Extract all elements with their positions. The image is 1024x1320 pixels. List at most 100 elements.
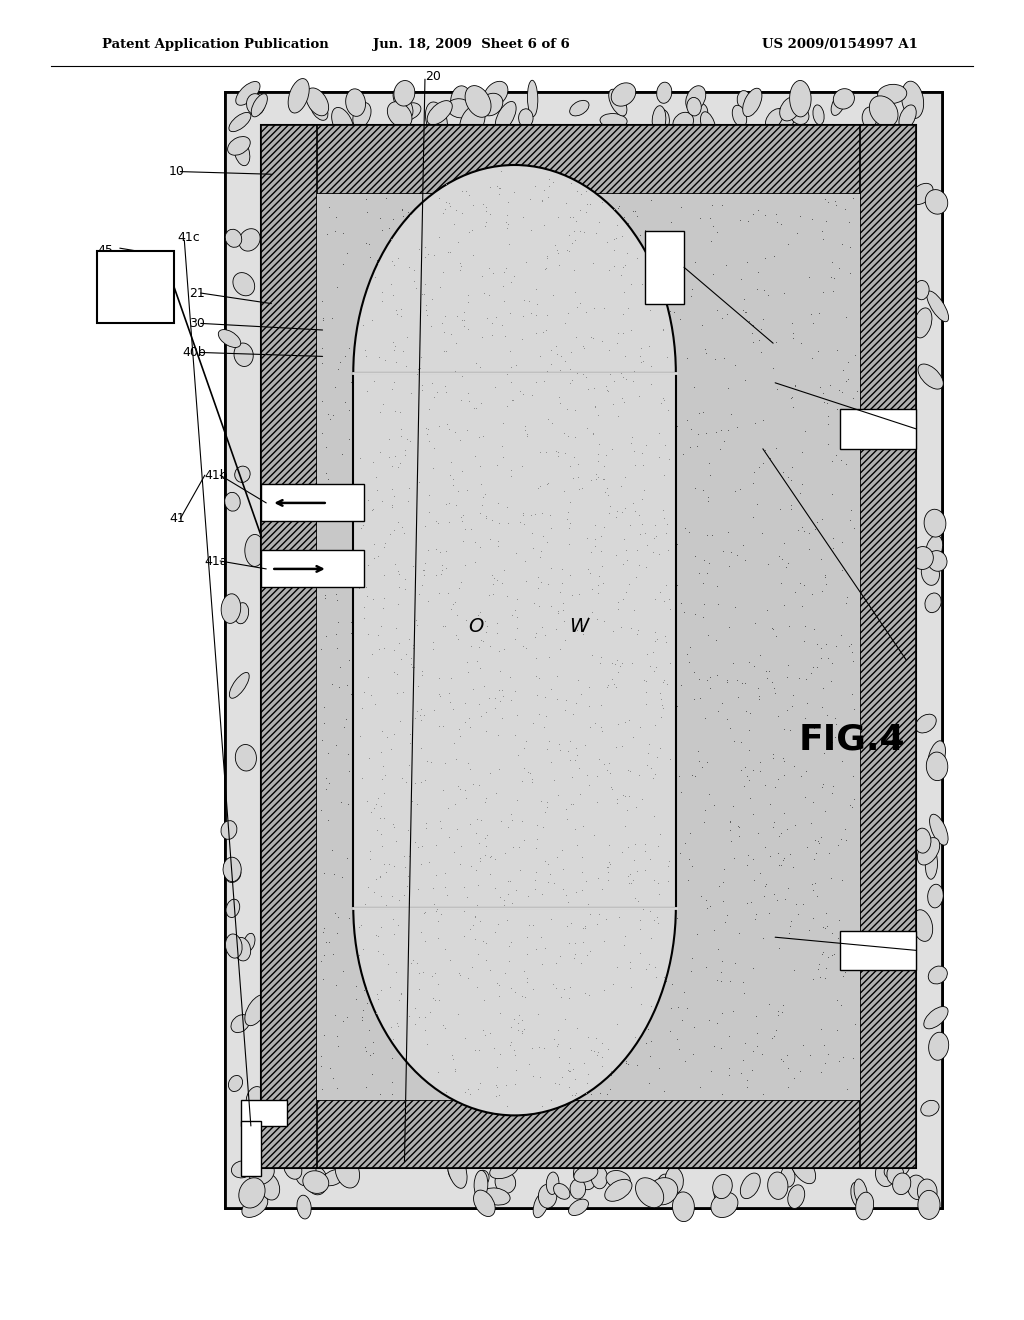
Ellipse shape xyxy=(918,1191,940,1220)
Ellipse shape xyxy=(740,1173,760,1199)
Ellipse shape xyxy=(927,752,948,780)
Bar xyxy=(317,194,860,1100)
Bar xyxy=(261,125,317,1168)
Ellipse shape xyxy=(234,603,249,624)
Ellipse shape xyxy=(229,112,251,132)
Ellipse shape xyxy=(652,106,666,133)
Ellipse shape xyxy=(231,1160,253,1177)
Ellipse shape xyxy=(656,82,672,103)
Ellipse shape xyxy=(893,1173,910,1195)
Ellipse shape xyxy=(244,933,255,952)
Text: 43: 43 xyxy=(773,931,788,944)
Ellipse shape xyxy=(387,102,412,128)
Ellipse shape xyxy=(918,838,940,865)
Ellipse shape xyxy=(918,364,943,389)
Ellipse shape xyxy=(323,1170,345,1185)
Ellipse shape xyxy=(930,814,948,845)
Ellipse shape xyxy=(924,510,946,537)
Ellipse shape xyxy=(496,102,516,132)
Ellipse shape xyxy=(393,90,413,117)
Ellipse shape xyxy=(232,273,255,296)
Ellipse shape xyxy=(239,1177,265,1208)
Bar xyxy=(860,125,916,1168)
Ellipse shape xyxy=(554,1184,570,1200)
Bar xyxy=(840,931,916,970)
Ellipse shape xyxy=(926,190,948,214)
Ellipse shape xyxy=(600,114,627,128)
Ellipse shape xyxy=(813,104,824,124)
Ellipse shape xyxy=(929,966,947,983)
Ellipse shape xyxy=(925,593,941,612)
Text: 21: 21 xyxy=(189,286,205,300)
Ellipse shape xyxy=(792,86,807,106)
Ellipse shape xyxy=(869,96,898,127)
Text: 41: 41 xyxy=(169,512,184,525)
Ellipse shape xyxy=(234,466,250,482)
Ellipse shape xyxy=(926,536,943,561)
Ellipse shape xyxy=(239,228,260,251)
Ellipse shape xyxy=(929,1032,948,1060)
Ellipse shape xyxy=(297,1195,311,1218)
Ellipse shape xyxy=(332,107,354,140)
Bar xyxy=(353,374,676,908)
Ellipse shape xyxy=(915,714,936,733)
Ellipse shape xyxy=(781,1166,795,1187)
Ellipse shape xyxy=(476,1171,489,1185)
Bar xyxy=(261,550,364,587)
Ellipse shape xyxy=(245,995,268,1026)
Ellipse shape xyxy=(851,1183,863,1206)
Text: 41a: 41a xyxy=(205,554,228,568)
Text: 41b: 41b xyxy=(205,469,228,482)
Ellipse shape xyxy=(928,741,945,775)
Ellipse shape xyxy=(482,1188,510,1205)
Text: 40b: 40b xyxy=(182,346,206,359)
Ellipse shape xyxy=(899,104,916,129)
Ellipse shape xyxy=(673,1192,694,1221)
Bar xyxy=(645,231,684,304)
Ellipse shape xyxy=(251,94,267,117)
Ellipse shape xyxy=(451,86,472,116)
Ellipse shape xyxy=(831,94,845,115)
Ellipse shape xyxy=(233,343,253,367)
Ellipse shape xyxy=(573,1166,598,1183)
Ellipse shape xyxy=(791,106,809,124)
Ellipse shape xyxy=(295,1159,316,1185)
Ellipse shape xyxy=(242,1195,268,1217)
Text: W: W xyxy=(569,618,588,636)
Ellipse shape xyxy=(465,86,492,117)
Ellipse shape xyxy=(654,110,670,132)
Ellipse shape xyxy=(395,103,421,121)
Ellipse shape xyxy=(247,94,264,115)
Ellipse shape xyxy=(225,935,242,958)
Ellipse shape xyxy=(791,1152,816,1184)
Ellipse shape xyxy=(911,546,933,569)
Ellipse shape xyxy=(310,98,328,120)
Ellipse shape xyxy=(353,103,371,128)
Ellipse shape xyxy=(236,82,260,106)
Bar xyxy=(241,1100,287,1126)
Ellipse shape xyxy=(928,550,947,572)
Ellipse shape xyxy=(228,1076,243,1092)
Text: 20: 20 xyxy=(425,70,441,83)
Ellipse shape xyxy=(913,308,932,338)
Ellipse shape xyxy=(460,106,485,139)
Text: 43: 43 xyxy=(773,376,788,389)
Ellipse shape xyxy=(527,81,538,116)
Bar xyxy=(241,1121,261,1176)
Ellipse shape xyxy=(226,899,240,917)
Bar xyxy=(261,1100,916,1168)
Ellipse shape xyxy=(473,1191,496,1217)
Ellipse shape xyxy=(394,81,415,106)
Ellipse shape xyxy=(873,114,886,132)
Text: 44: 44 xyxy=(773,337,788,350)
Ellipse shape xyxy=(534,1192,549,1218)
Ellipse shape xyxy=(335,1155,359,1188)
Ellipse shape xyxy=(449,1164,466,1185)
Ellipse shape xyxy=(250,1163,274,1185)
Ellipse shape xyxy=(878,84,906,103)
Ellipse shape xyxy=(636,1177,664,1208)
Ellipse shape xyxy=(856,1192,873,1220)
Ellipse shape xyxy=(224,492,241,511)
Ellipse shape xyxy=(425,102,447,139)
Ellipse shape xyxy=(306,88,329,116)
